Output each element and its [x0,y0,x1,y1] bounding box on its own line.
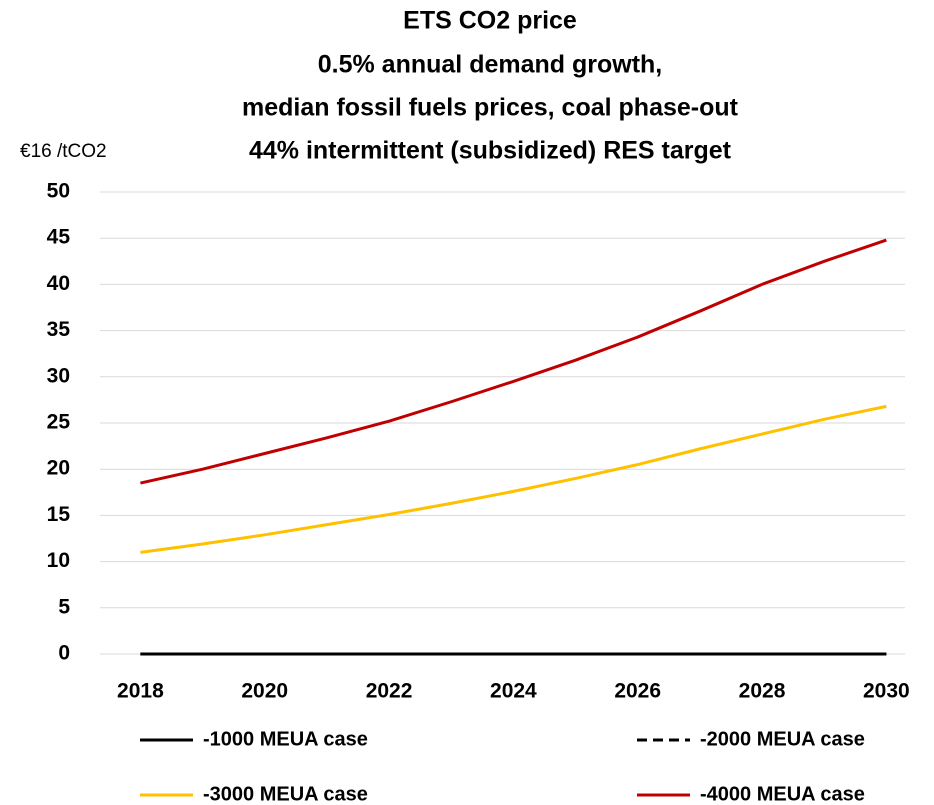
y-tick-label: 10 [47,549,70,572]
legend-label: -1000 MEUA case [203,728,368,750]
x-tick-label: 2028 [739,680,786,703]
legend-label: -2000 MEUA case [700,728,865,750]
y-tick-label: 15 [47,503,71,526]
x-tick-label: 2018 [117,680,164,703]
x-tick-label: 2026 [614,680,661,703]
chart-title: median fossil fuels prices, coal phase-o… [242,94,739,122]
y-tick-label: 45 [47,226,71,249]
x-tick-label: 2024 [490,680,537,703]
y-tick-label: 40 [47,272,70,295]
x-tick-label: 2022 [366,680,413,703]
x-tick-label: 2030 [863,680,910,703]
y-tick-label: 5 [58,595,70,618]
y-tick-label: 50 [47,180,70,203]
legend-label: -3000 MEUA case [203,783,368,805]
x-tick-label: 2020 [241,680,288,703]
y-tick-label: 30 [47,364,70,387]
chart-title: ETS CO2 price [403,7,577,35]
series-line [140,404,887,554]
y-tick-label: 20 [47,457,70,480]
legend-label: -4000 MEUA case [700,783,865,805]
chart-title: 44% intermittent (subsidized) RES target [249,137,732,165]
y-axis-label: €16 /tCO2 [20,141,107,162]
y-tick-label: 35 [47,318,71,341]
series-line [140,238,887,485]
chart-title: 0.5% annual demand growth, [318,51,663,79]
y-tick-label: 0 [58,642,70,665]
y-tick-label: 25 [47,411,71,434]
